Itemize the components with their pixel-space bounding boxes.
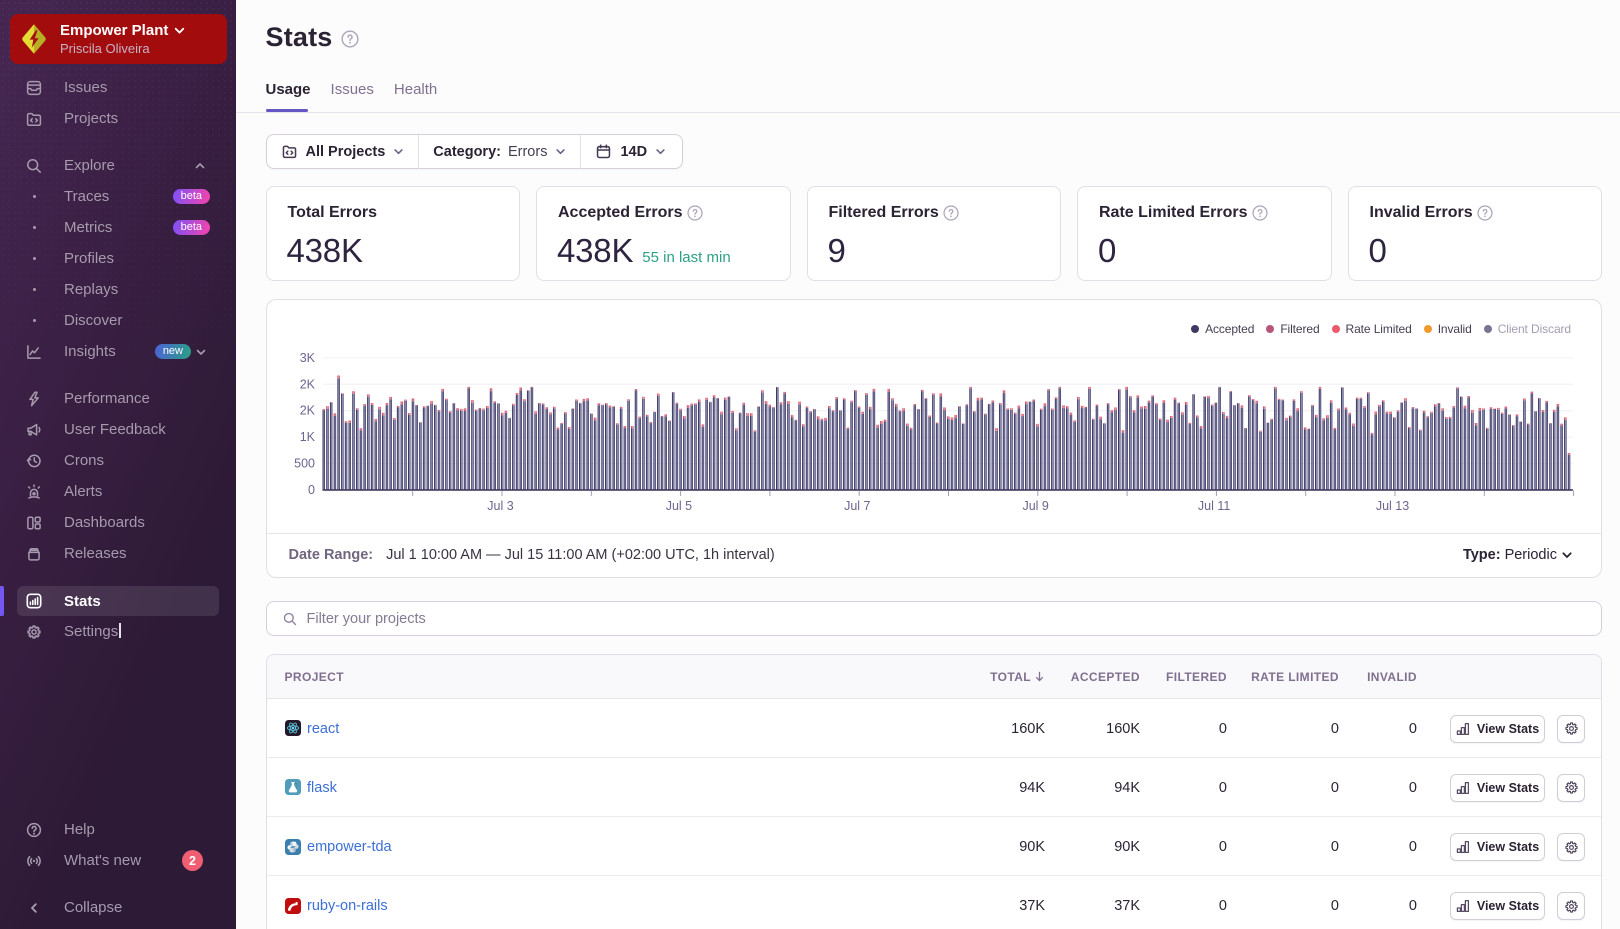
svg-text:1K: 1K bbox=[299, 430, 315, 444]
svg-text:Jul 5: Jul 5 bbox=[665, 499, 691, 513]
svg-text:2K: 2K bbox=[299, 404, 315, 418]
svg-text:0: 0 bbox=[308, 483, 315, 497]
svg-text:Jul 3: Jul 3 bbox=[487, 499, 513, 513]
svg-text:Jul 9: Jul 9 bbox=[1022, 499, 1048, 513]
svg-text:2K: 2K bbox=[299, 377, 315, 391]
svg-text:Jul 11: Jul 11 bbox=[1197, 499, 1229, 513]
svg-text:500: 500 bbox=[294, 457, 315, 471]
svg-text:Jul 7: Jul 7 bbox=[844, 499, 870, 513]
svg-text:Jul 13: Jul 13 bbox=[1375, 499, 1408, 513]
svg-text:3K: 3K bbox=[299, 351, 315, 365]
